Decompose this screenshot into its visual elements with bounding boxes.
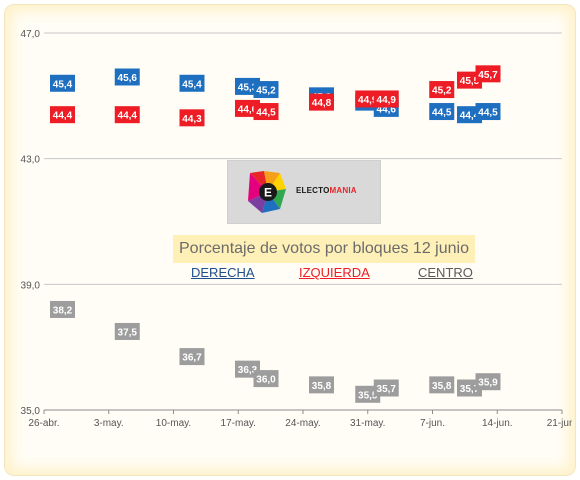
data-point-centro xyxy=(179,348,205,366)
data-label-izquierda: 44,8 xyxy=(312,98,332,109)
data-point-izquierda xyxy=(429,81,455,99)
data-label-centro: 35,7 xyxy=(460,384,480,395)
data-label-centro: 36,0 xyxy=(256,375,276,386)
data-label-derecha: 45,4 xyxy=(53,79,73,90)
data-label-centro: 35,9 xyxy=(478,378,498,389)
data-point-derecha xyxy=(179,74,205,92)
x-tick-label: 3-may. xyxy=(94,418,124,429)
data-point-centro xyxy=(475,373,501,391)
data-label-derecha: 44,5 xyxy=(432,108,452,119)
y-tick-label: 43,0 xyxy=(21,155,41,166)
y-tick-label: 47,0 xyxy=(21,29,41,40)
x-tick-label: 21-jun. xyxy=(547,418,572,429)
x-tick-label: 14-jun. xyxy=(482,418,513,429)
legend-centro: CENTRO xyxy=(418,265,473,280)
data-point-izquierda xyxy=(179,109,205,127)
data-label-centro: 35,7 xyxy=(377,384,397,395)
x-tick-label: 10-may. xyxy=(156,418,191,429)
legend-izquierda: IZQUIERDA xyxy=(299,265,370,280)
data-label-izquierda: 44,4 xyxy=(53,111,73,122)
chart-svg: 35,0 39,0 43,0 47,0 26-abr. 3-may. 10-may. 17-m… xyxy=(21,29,578,429)
data-point-izquierda xyxy=(253,103,279,121)
x-tick-label: 17-may. xyxy=(221,418,256,429)
x-tick-label: 7-jun. xyxy=(420,418,445,429)
logo-word-mania: MANIA xyxy=(329,186,357,195)
data-point-izquierda xyxy=(114,106,140,124)
legend-derecha: DERECHA xyxy=(191,265,255,280)
data-point-izquierda xyxy=(475,65,501,83)
data-label-izquierda: 45,2 xyxy=(432,86,452,97)
data-point-centro xyxy=(114,322,140,340)
data-label-izquierda: 44,3 xyxy=(182,114,202,125)
data-point-derecha xyxy=(114,68,140,86)
chart-title: Porcentaje de votos por bloques 12 junio xyxy=(173,235,475,263)
data-label-centro: 35,8 xyxy=(312,381,332,392)
data-label-derecha: 45,4 xyxy=(182,79,202,90)
data-label-derecha: 45,2 xyxy=(256,86,276,97)
logo-wordmark: ELECTOMANIA xyxy=(296,186,357,195)
data-point-centro xyxy=(253,370,279,388)
data-point-derecha xyxy=(253,81,279,99)
data-label-izquierda: 44,4 xyxy=(118,111,138,122)
data-point-izquierda xyxy=(50,106,75,124)
data-point-izquierda xyxy=(309,93,334,111)
chart-area: 35,0 39,0 43,0 47,0 26-abr. 3-may. 10-may. 17-m… xyxy=(6,8,578,468)
logo-letter: E xyxy=(264,186,272,200)
data-point-izquierda xyxy=(373,90,399,108)
data-label-izquierda: 44,9 xyxy=(377,95,397,106)
data-point-derecha xyxy=(50,74,75,92)
data-point-centro xyxy=(373,379,399,397)
electomania-logo: E ELECTOMANIA xyxy=(227,160,381,224)
data-label-derecha: 45,3 xyxy=(238,82,258,93)
data-point-centro xyxy=(309,376,334,394)
data-label-izquierda: 44,6 xyxy=(238,104,258,115)
data-label-centro: 36,3 xyxy=(238,365,258,376)
data-point-derecha xyxy=(475,103,501,121)
data-label-centro: 36,7 xyxy=(182,353,202,364)
data-label-centro: 35,5 xyxy=(358,390,378,401)
x-tick-label: 26-abr. xyxy=(28,418,59,429)
x-tick-label: 31-may. xyxy=(350,418,385,429)
data-label-derecha: 44,5 xyxy=(478,108,498,119)
data-label-derecha: 44,4 xyxy=(460,111,480,122)
data-label-centro: 35,8 xyxy=(432,381,452,392)
data-point-derecha xyxy=(429,103,455,121)
data-label-derecha: 45,6 xyxy=(118,73,138,84)
y-tick-label: 39,0 xyxy=(21,280,41,291)
x-tick-label: 24-may. xyxy=(285,418,320,429)
data-label-derecha: 44,6 xyxy=(377,104,397,115)
logo-word-electo: ELECTO xyxy=(296,186,330,195)
y-tick-label: 35,0 xyxy=(21,406,41,417)
data-label-centro: 37,5 xyxy=(118,327,138,338)
data-point-centro xyxy=(50,300,75,318)
data-label-izquierda: 45,7 xyxy=(478,70,498,81)
logo-center-circle xyxy=(259,183,277,201)
data-point-centro xyxy=(429,376,455,394)
electomania-logo-mark: E xyxy=(248,171,286,213)
data-label-izquierda: 45,5 xyxy=(460,76,480,87)
data-label-izquierda: 44,5 xyxy=(256,108,276,119)
data-label-centro: 38,2 xyxy=(53,305,73,316)
data-label-izquierda: 44,9 xyxy=(358,95,378,106)
